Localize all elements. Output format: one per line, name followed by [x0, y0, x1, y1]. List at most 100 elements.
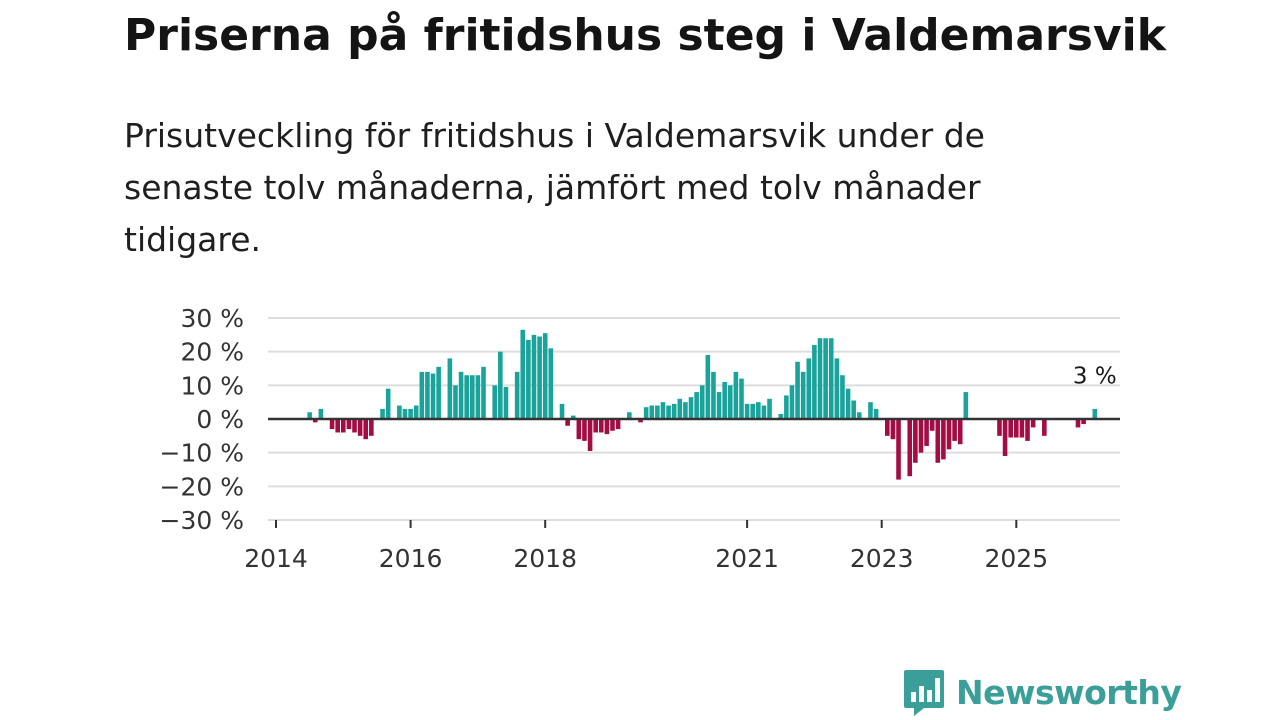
bar: [1042, 419, 1047, 436]
bar: [649, 405, 655, 419]
bar: [481, 366, 486, 419]
bar: [643, 407, 649, 419]
bar: [733, 371, 739, 419]
bar: [531, 334, 537, 419]
x-tick-label: 2018: [513, 544, 577, 573]
bar: [957, 419, 963, 445]
bar: [890, 419, 896, 440]
bar: [1075, 419, 1081, 428]
bar: [800, 371, 806, 419]
newsworthy-brand: Newsworthy: [902, 668, 1182, 716]
bar: [677, 398, 683, 419]
bar: [946, 419, 952, 450]
x-tick-label: 2025: [984, 544, 1048, 573]
y-tick-label: 0 %: [196, 405, 244, 434]
bar: [447, 358, 453, 419]
bar: [514, 371, 520, 419]
bar: [548, 348, 554, 419]
bar: [683, 402, 688, 419]
bar: [436, 366, 441, 419]
y-tick-label: −20 %: [160, 472, 244, 501]
bar: [812, 344, 817, 419]
bar: [845, 388, 851, 419]
bar: [453, 385, 458, 419]
bar: [1030, 419, 1036, 428]
y-tick-label: 20 %: [180, 338, 244, 367]
bar: [542, 333, 548, 419]
bar: [492, 385, 498, 419]
bar: [868, 402, 873, 419]
bar: [778, 413, 784, 419]
bar: [817, 338, 823, 419]
bar: [806, 358, 812, 419]
bar: [699, 385, 705, 419]
y-tick-label: 10 %: [180, 371, 244, 400]
bar: [727, 385, 733, 419]
bar: [307, 412, 312, 419]
bar: [716, 392, 722, 419]
x-tick-label: 2014: [244, 544, 308, 573]
last-value-label: 3 %: [1073, 364, 1117, 390]
y-tick-label: −30 %: [160, 506, 244, 535]
bar: [705, 355, 711, 419]
bar: [329, 419, 335, 430]
bar: [1092, 408, 1098, 419]
bar: [1019, 419, 1025, 438]
bar: [660, 402, 666, 419]
bar: [896, 419, 901, 480]
bar: [1008, 419, 1013, 438]
bar: [570, 415, 576, 419]
bar: [357, 419, 363, 436]
x-tick-label: 2016: [379, 544, 443, 573]
bar: [615, 419, 621, 430]
bar: [587, 419, 593, 451]
bar: [756, 402, 761, 419]
bar: [750, 403, 756, 419]
newsworthy-logo-icon: [904, 670, 944, 716]
bar: [1025, 419, 1030, 441]
bar: [335, 419, 340, 433]
bar: [935, 419, 941, 463]
bar: [711, 371, 716, 419]
bar: [413, 405, 419, 419]
bar: [913, 419, 918, 463]
bar: [576, 419, 582, 440]
bar: [744, 403, 750, 419]
bar: [537, 336, 542, 419]
bar: [402, 408, 408, 419]
y-tick-label: 30 %: [180, 304, 244, 333]
bar: [341, 419, 346, 433]
bar: [503, 387, 509, 419]
x-tick-label: 2023: [850, 544, 914, 573]
bar: [823, 338, 828, 419]
bar: [666, 405, 671, 419]
bar: [907, 419, 913, 477]
bar: [1014, 419, 1019, 438]
bar: [475, 375, 481, 419]
bar: [963, 392, 969, 419]
bar: [464, 375, 469, 419]
bar: [767, 398, 772, 419]
bar: [593, 419, 598, 433]
bar: [352, 419, 357, 433]
x-tick-label: 2021: [715, 544, 779, 573]
bar-chart: 30 %20 %10 %0 %−10 %−20 %−30 % 2014 2016 2…: [160, 304, 1120, 573]
bar: [1081, 419, 1086, 425]
chart-subtitle: Prisutveckling för fritidshus i Valdemar…: [124, 116, 985, 259]
bar: [498, 351, 503, 419]
bar: [604, 419, 610, 435]
bar: [873, 408, 879, 419]
bar: [840, 375, 845, 419]
bar: [610, 419, 615, 431]
bar: [885, 419, 890, 436]
bar: [526, 339, 531, 419]
bar: [520, 329, 526, 419]
bar: [385, 388, 391, 419]
bar: [363, 419, 369, 440]
bar: [425, 371, 430, 419]
bar: [856, 412, 862, 419]
bar: [559, 403, 565, 419]
bar: [419, 371, 425, 419]
chart-title: Priserna på fritidshus steg i Valdemarsv…: [124, 10, 1166, 61]
bar: [828, 338, 834, 419]
